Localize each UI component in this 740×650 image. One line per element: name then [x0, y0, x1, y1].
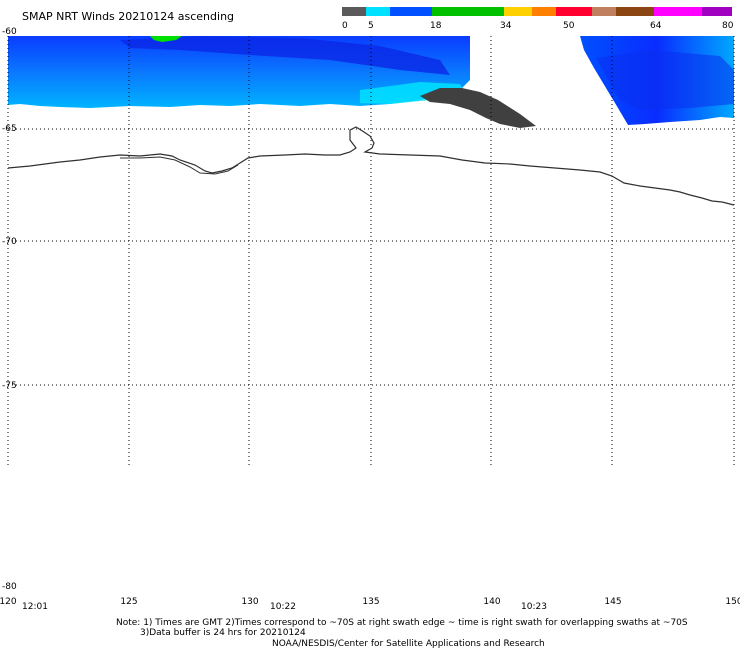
colorbar-tick-label: 18	[430, 21, 442, 31]
lat-label: -80	[2, 582, 17, 592]
colorbar-tick-label: 5	[368, 21, 374, 31]
lon-label: 120	[0, 597, 17, 607]
colorbar-segment-0	[342, 7, 366, 16]
map-gridlines	[7, 36, 735, 465]
note-line-2: 3)Data buffer is 24 hrs for 20210124	[140, 628, 306, 638]
swath-time-2: 10:22	[270, 602, 296, 612]
colorbar-segment-3	[432, 7, 504, 16]
colorbar-tick-label: 50	[563, 21, 575, 31]
colorbar-segment-4	[504, 7, 532, 16]
colorbar-segment-8	[654, 7, 702, 16]
lat-label: -65	[2, 124, 17, 134]
coastline-detail	[120, 156, 239, 175]
colorbar-tick-label: 64	[650, 21, 662, 31]
swath-time-1: 12:01	[22, 602, 48, 612]
colorbar-segment-7	[592, 7, 654, 16]
lon-label: 140	[483, 597, 500, 607]
lon-label: 150	[725, 597, 740, 607]
colorbar-segment-9	[702, 7, 732, 16]
colorbar-tick-label: 80	[722, 21, 734, 31]
map-title: SMAP NRT Winds 20210124 ascending	[22, 10, 234, 23]
colorbar-segment-5	[532, 7, 556, 16]
swath-time-3: 10:23	[521, 602, 547, 612]
colorbar-segment-7b	[592, 7, 616, 16]
colorbar-segment-6	[556, 7, 592, 16]
wind-swath-left-core	[120, 36, 450, 75]
colorbar-segment-1b	[366, 7, 390, 16]
wind-green-patch	[150, 36, 182, 42]
colorbar-tick-label: 34	[500, 21, 512, 31]
lat-label: -60	[2, 27, 17, 37]
note-line-3: NOAA/NESDIS/Center for Satellite Applica…	[272, 639, 545, 649]
coastline	[7, 126, 735, 206]
wind-swath-right-core	[596, 50, 734, 110]
wind-swath-left-edge	[360, 82, 465, 104]
colorbar-segment-2	[390, 7, 432, 16]
lon-label: 125	[120, 597, 137, 607]
wind-low-speed-patch	[420, 88, 536, 128]
lat-label: -70	[2, 237, 17, 247]
lat-label: -75	[2, 381, 17, 391]
wind-speed-colorbar: 0 5 18 34 50 64 80	[342, 7, 734, 31]
lon-label: 130	[241, 597, 258, 607]
note-line-1: Note: 1) Times are GMT 2)Times correspon…	[116, 618, 688, 628]
colorbar-tick-label: 0	[342, 21, 348, 31]
lon-label: 135	[362, 597, 379, 607]
lon-label: 145	[604, 597, 621, 607]
